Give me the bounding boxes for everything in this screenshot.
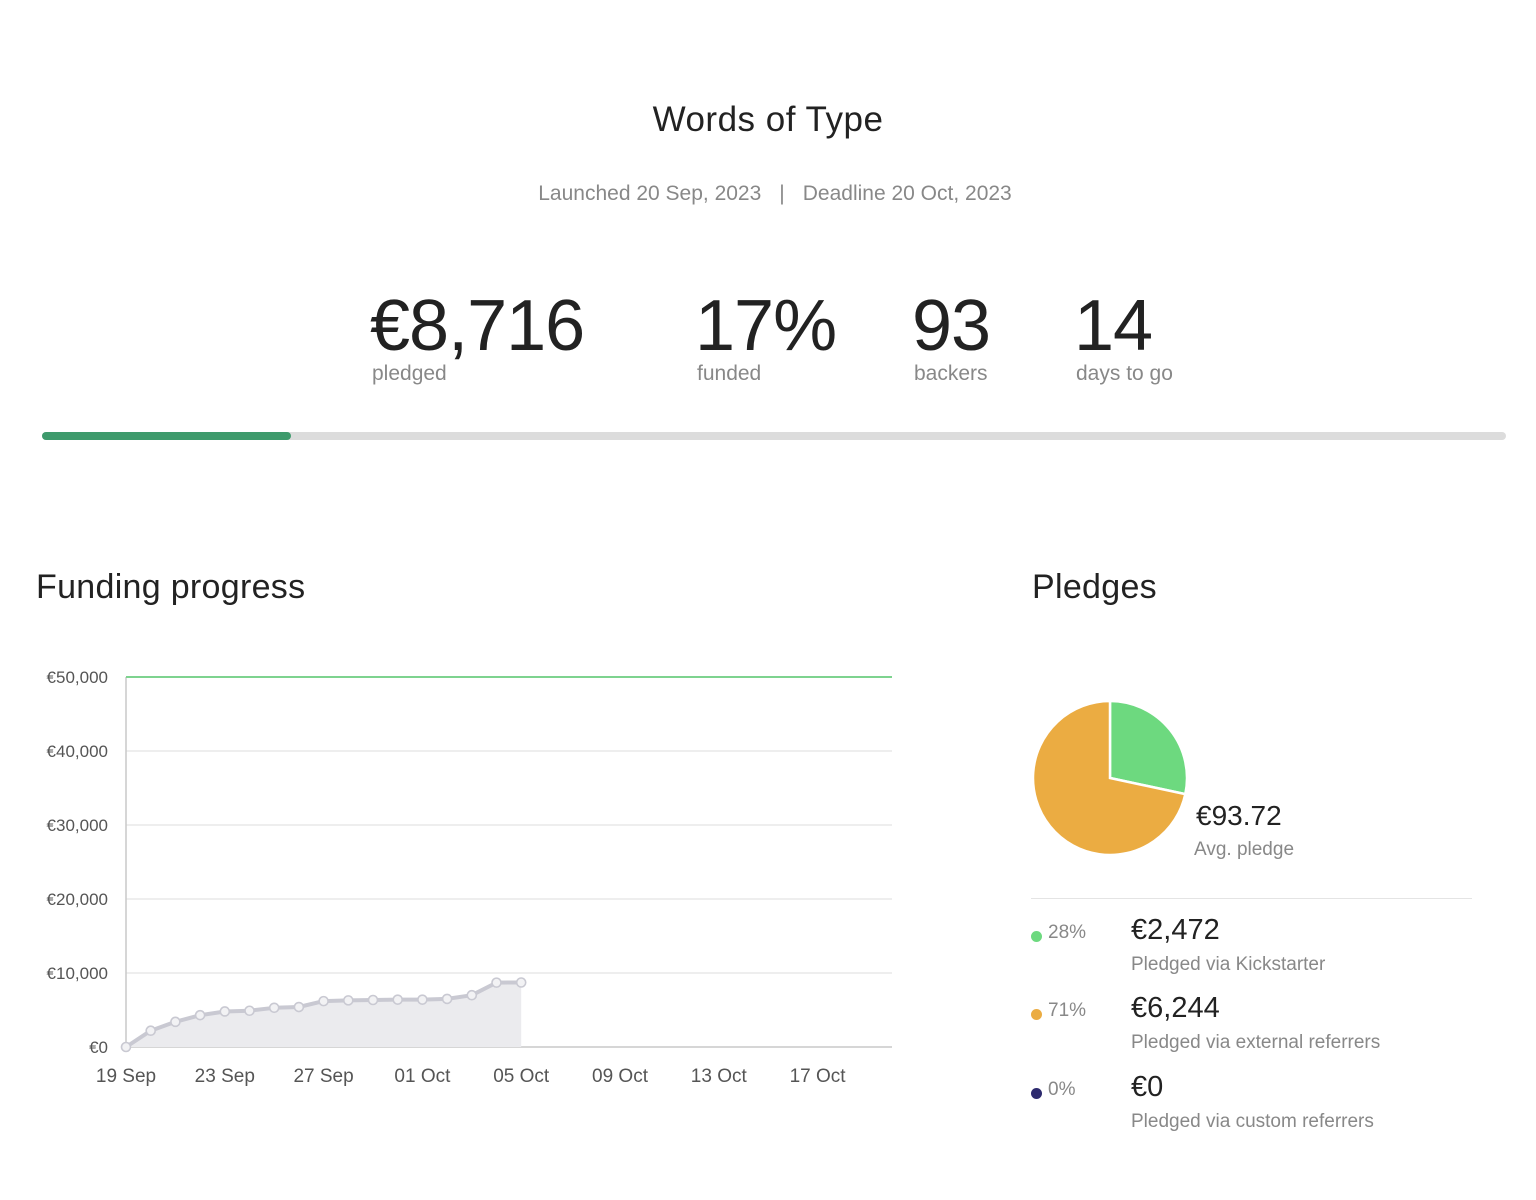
x-tick-label: 17 Oct [790, 1066, 847, 1087]
avg-pledge-label: Avg. pledge [1194, 839, 1295, 860]
deadline-date: Deadline 20 Oct, 2023 [802, 182, 1012, 205]
y-tick-label: €50,000 [47, 668, 108, 687]
pledges-divider [1031, 898, 1472, 899]
funding-progress-chart: €0 €10,000 €20,000 €30,000 €40,000 €50,000 19 … [47, 668, 892, 1087]
stat-funded: 17% funded [695, 286, 837, 386]
x-tick-label: 09 Oct [592, 1066, 649, 1087]
series-point [244, 1005, 255, 1017]
pledged-label: pledged [372, 362, 447, 385]
funding-progress-bar [42, 432, 1506, 440]
series-point [367, 994, 379, 1006]
funding-progress-title: Funding progress [36, 568, 306, 606]
x-tick-label: 23 Sep [195, 1066, 255, 1087]
funded-label: funded [697, 362, 762, 385]
avg-pledge-value: €93.72 [1196, 800, 1282, 831]
series-point [515, 977, 527, 988]
days-label: days to go [1076, 362, 1173, 385]
stat-backers: 93 backers [912, 286, 991, 386]
series-point [417, 994, 428, 1005]
legend-dot-kickstarter [1031, 931, 1042, 942]
series-point [441, 993, 453, 1005]
y-tick-label: €10,000 [47, 964, 108, 983]
series-point [392, 994, 404, 1005]
series-point [318, 995, 329, 1007]
pledge-source-label: Pledged via external referrers [1131, 1032, 1381, 1053]
series-point [170, 1016, 181, 1028]
series-point [268, 1002, 280, 1014]
backers-value: 93 [912, 286, 991, 366]
launch-date: Launched 20 Sep, 2023 [538, 182, 762, 205]
series-area [126, 982, 522, 1047]
series-point [120, 1041, 132, 1053]
series-point [342, 995, 354, 1006]
date-separator: | [779, 182, 785, 205]
pie-slice [1031, 699, 1187, 857]
pledge-source-label: Pledged via Kickstarter [1131, 954, 1326, 975]
x-tick-label: 05 Oct [493, 1066, 550, 1087]
days-value: 14 [1074, 286, 1153, 366]
pledges-pie-chart [1031, 699, 1189, 857]
x-tick-label: 19 Sep [96, 1066, 156, 1087]
pledge-percent: 71% [1048, 1000, 1087, 1021]
pledge-percent: 0% [1048, 1079, 1076, 1100]
stat-pledged: €8,716 pledged [370, 286, 585, 386]
series-point [219, 1006, 231, 1017]
pledge-amount: €0 [1131, 1071, 1164, 1103]
pledged-value: €8,716 [370, 286, 585, 366]
series-point [194, 1009, 206, 1021]
pledge-amount: €6,244 [1131, 992, 1220, 1024]
y-tick-label: €30,000 [47, 816, 108, 835]
legend-dot-external [1031, 1009, 1042, 1020]
stat-days-to-go: 14 days to go [1074, 286, 1173, 386]
y-tick-label: €20,000 [47, 890, 108, 909]
legend-dot-custom [1031, 1088, 1042, 1099]
funded-value: 17% [695, 286, 837, 366]
pledges-title: Pledges [1032, 568, 1157, 606]
backers-label: backers [914, 362, 988, 385]
pledge-amount: €2,472 [1131, 914, 1220, 946]
project-title: Words of Type [652, 100, 884, 139]
pledge-percent: 28% [1048, 922, 1087, 943]
series-point [491, 977, 502, 988]
y-tick-label: €40,000 [47, 742, 108, 761]
project-dates: Launched 20 Sep, 2023 | Deadline 20 Oct, 2… [0, 182, 1536, 206]
pie-slice [1108, 699, 1189, 796]
series-point [145, 1025, 156, 1037]
series-point [466, 989, 478, 1001]
series-point [293, 1001, 305, 1013]
x-tick-label: 01 Oct [394, 1066, 451, 1087]
pledge-source-label: Pledged via custom referrers [1131, 1111, 1374, 1132]
x-tick-label: 13 Oct [691, 1066, 748, 1087]
funding-progress-fill [42, 432, 291, 440]
x-tick-label: 27 Sep [293, 1066, 353, 1087]
y-tick-label: €0 [89, 1038, 108, 1057]
